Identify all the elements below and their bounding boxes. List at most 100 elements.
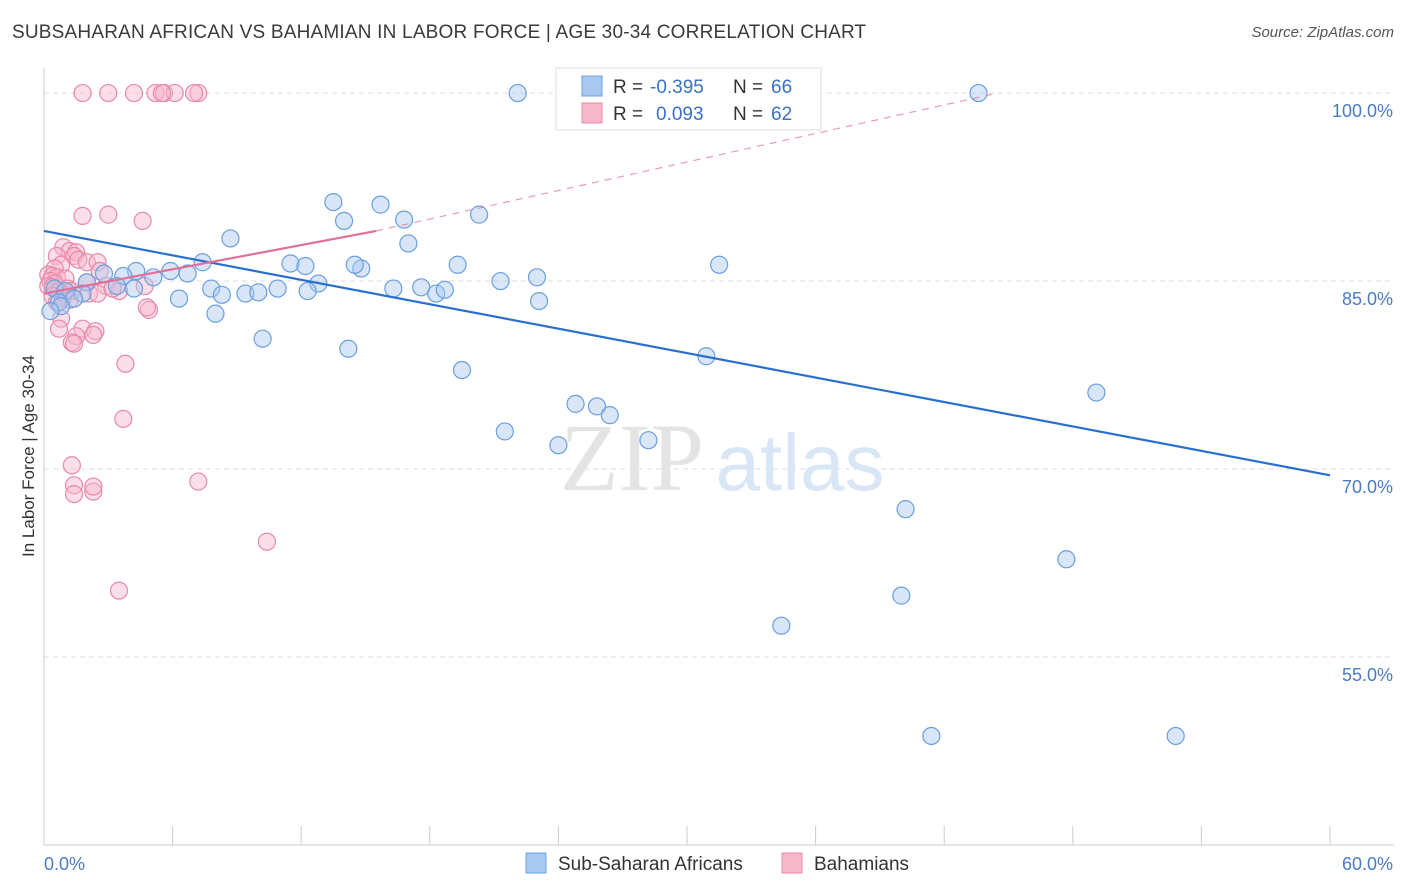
watermark-zip: ZIP	[560, 404, 704, 511]
subsaharan-point-39	[435, 280, 454, 299]
subsaharan-point-61	[639, 431, 658, 450]
bahamian-point-1	[99, 83, 118, 103]
subsaharan-point-6	[371, 195, 390, 214]
subsaharan-point-7	[334, 211, 354, 230]
subsaharan-point-35	[298, 281, 317, 301]
subsaharan-point-11	[399, 234, 418, 253]
legend-r-label-2: R =	[613, 104, 643, 125]
subsaharan-point-33	[249, 283, 268, 302]
series-legend: Sub-Saharan Africans Bahamians	[525, 852, 909, 875]
y-axis-label: In Labor Force | Age 30-34	[19, 355, 38, 557]
subsaharan-point-4	[969, 83, 988, 103]
subsaharan-points	[41, 83, 1185, 746]
bahamian-point-8	[184, 83, 204, 103]
subsaharan-point-44	[212, 285, 231, 304]
subsaharan-point-63	[1057, 550, 1076, 569]
bahamian-point-10	[99, 205, 118, 224]
subsaharan-point-10	[221, 229, 240, 248]
subsaharan-point-60	[549, 436, 568, 455]
x-tick-label-1: 60.0%	[1342, 854, 1393, 874]
watermark-atlas: atlas	[716, 418, 885, 507]
bahamian-point-60	[84, 482, 103, 501]
subsaharan-point-47	[530, 292, 549, 311]
axis-layer	[43, 68, 1394, 846]
subsaharan-point-38	[427, 284, 446, 303]
x-tick-labels: 0.0% 60.0%	[44, 854, 1393, 874]
subsaharan-point-43	[169, 289, 189, 308]
series-legend-swatch-pink	[781, 852, 803, 874]
subsaharan-point-22	[178, 264, 197, 283]
bahamian-point-45	[139, 300, 159, 319]
subsaharan-point-8	[394, 210, 414, 229]
subsaharan-point-23	[527, 268, 547, 287]
series-legend-label-blue: Sub-Saharan Africans	[558, 854, 743, 875]
legend-swatch-pink	[581, 102, 603, 124]
series-legend-label-pink: Bahamians	[814, 854, 909, 875]
subsaharan-point-0	[508, 83, 527, 103]
bahamian-point-64	[109, 581, 129, 600]
y-tick-label-2: 70.0%	[1342, 477, 1393, 497]
subsaharan-point-34	[268, 279, 287, 298]
subsaharan-point-67	[1166, 726, 1185, 746]
bahamian-point-52	[84, 325, 103, 345]
subsaharan-point-50	[206, 304, 225, 323]
subsaharan-point-26	[491, 271, 510, 291]
subsaharan-point-48	[52, 297, 71, 316]
legend-n-value-1: 66	[771, 77, 792, 98]
legend-r-value-1: -0.395	[650, 77, 704, 98]
correlation-legend: R = -0.395 N = 66 R = 0.093 N = 62	[555, 67, 822, 131]
subsaharan-point-31	[202, 279, 221, 298]
bahamian-point-2	[124, 83, 144, 103]
subsaharan-point-59	[495, 422, 514, 441]
bahamian-point-54	[64, 334, 84, 353]
bahamian-trend-extension	[376, 92, 998, 232]
trend-layer	[43, 92, 1331, 477]
bahamian-point-18	[77, 253, 96, 272]
subsaharan-point-55	[1087, 383, 1106, 402]
bahamian-point-7	[189, 83, 208, 103]
watermark: ZIP atlas	[560, 404, 884, 511]
subsaharan-point-57	[587, 397, 607, 416]
subsaharan-point-54	[452, 360, 472, 380]
subsaharan-point-65	[772, 616, 791, 635]
subsaharan-point-16	[345, 255, 364, 274]
bahamian-points	[39, 83, 277, 600]
bahamian-point-63	[257, 532, 277, 551]
bahamian-point-11	[133, 211, 152, 230]
subsaharan-point-56	[566, 394, 585, 413]
subsaharan-point-30	[124, 279, 144, 298]
chart-title: SUBSAHARAN AFRICAN VS BAHAMIAN IN LABOR …	[12, 22, 867, 43]
subsaharan-point-66	[922, 726, 941, 746]
legend-n-label-1: N =	[733, 77, 763, 98]
subsaharan-point-64	[892, 586, 911, 605]
bahamian-point-0	[73, 83, 92, 103]
subsaharan-point-17	[448, 255, 467, 274]
bahamian-point-48	[49, 319, 69, 338]
subsaharan-point-5	[324, 192, 343, 212]
bahamian-trend-line	[43, 229, 377, 295]
subsaharan-point-49	[41, 302, 60, 321]
y-tick-labels: 100.0% 85.0% 70.0% 55.0%	[1332, 101, 1393, 685]
bahamian-point-9	[73, 206, 92, 225]
subsaharan-point-52	[339, 339, 358, 358]
subsaharan-point-9	[469, 205, 489, 224]
y-tick-label-1: 85.0%	[1342, 289, 1393, 309]
subsaharan-point-18	[710, 255, 729, 274]
grid-layer	[44, 92, 1394, 658]
subsaharan-point-42	[73, 284, 92, 303]
bahamian-point-61	[84, 477, 103, 496]
legend-r-value-2: 0.093	[656, 104, 704, 125]
legend-r-label-1: R =	[613, 77, 643, 98]
subsaharan-point-14	[296, 256, 315, 276]
subsaharan-point-36	[384, 279, 403, 298]
series-legend-swatch-blue	[525, 852, 547, 874]
bahamian-point-59	[64, 484, 84, 504]
bahamian-point-57	[62, 456, 81, 475]
y-tick-label-0: 100.0%	[1332, 101, 1393, 121]
bahamian-point-46	[137, 298, 156, 317]
legend-swatch-blue	[581, 75, 603, 97]
subsaharan-point-32	[236, 284, 255, 303]
y-tick-label-3: 55.0%	[1342, 665, 1393, 685]
subsaharan-point-58	[600, 406, 619, 425]
